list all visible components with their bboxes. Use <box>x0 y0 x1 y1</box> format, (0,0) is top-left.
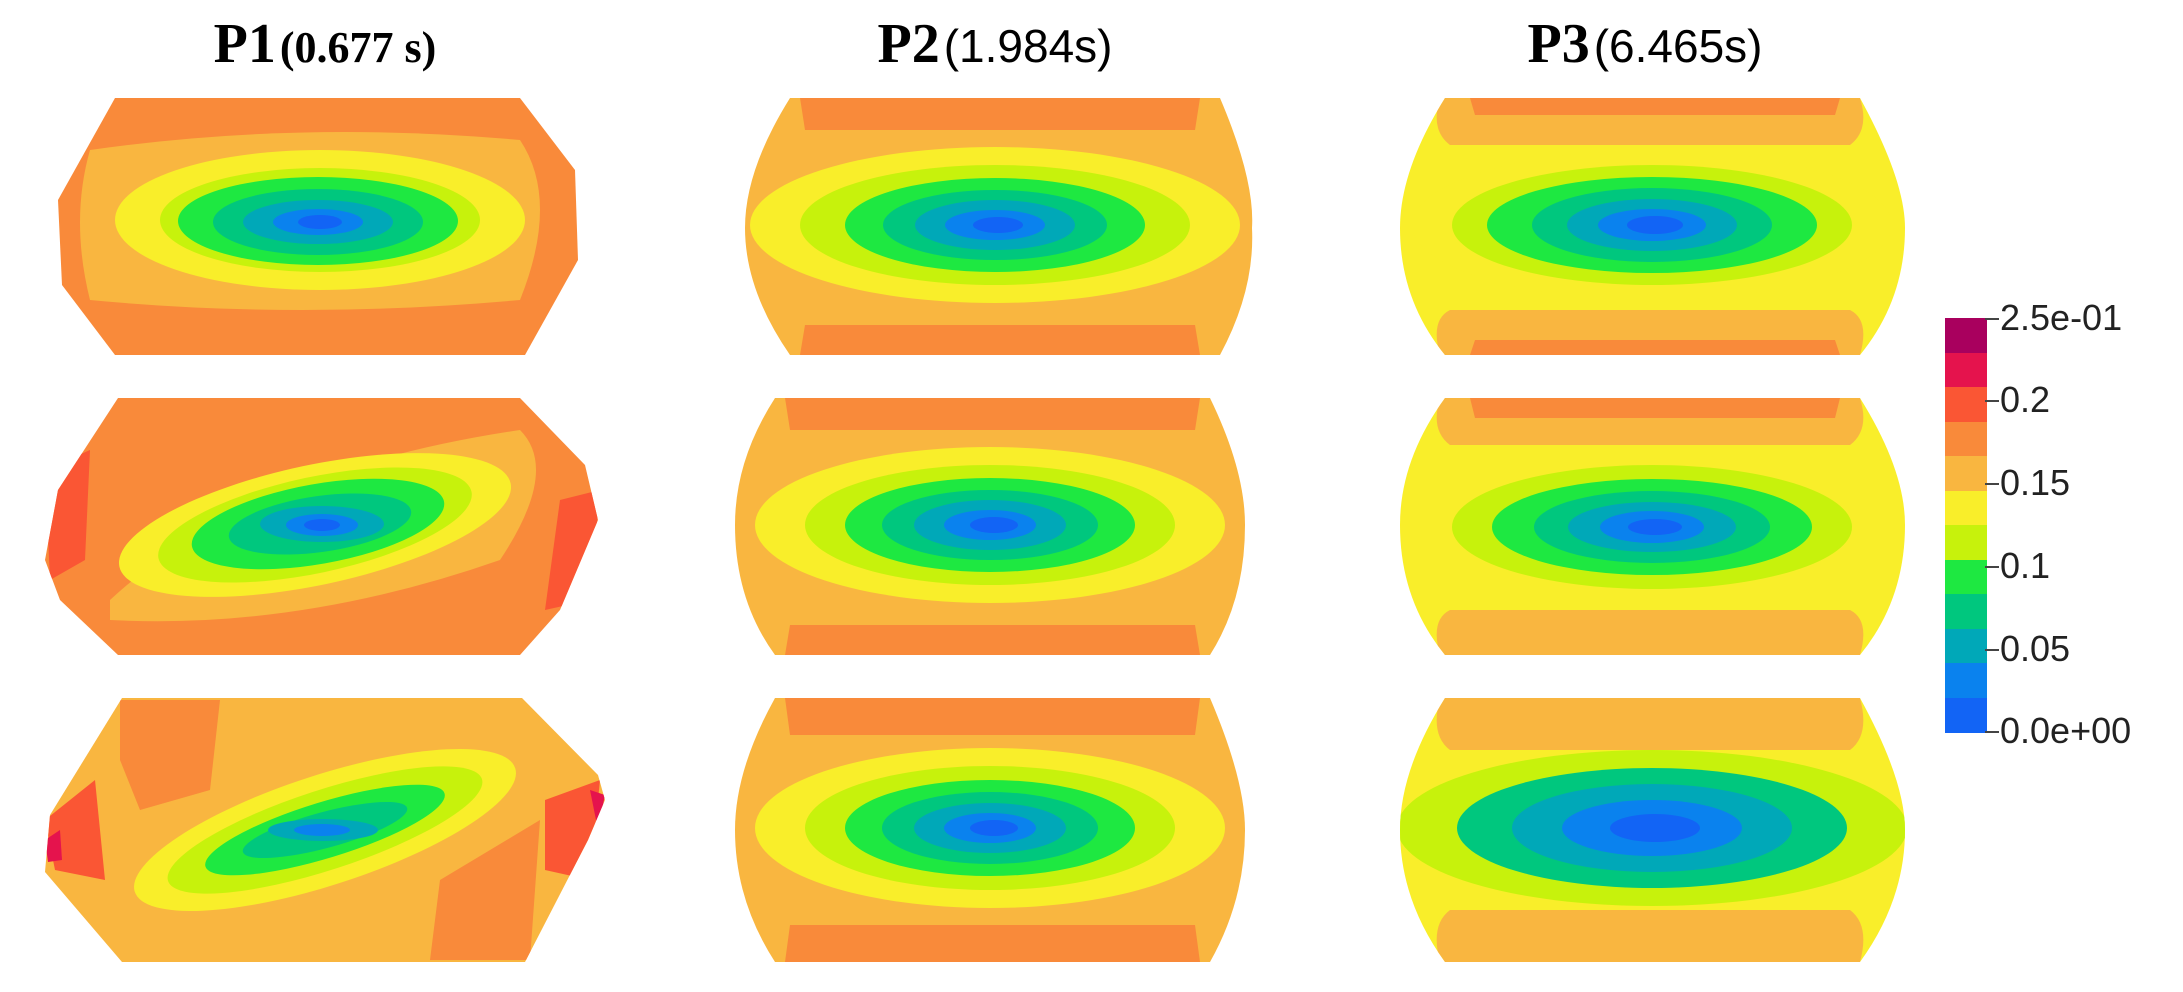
colorbar-tick <box>1985 731 1999 733</box>
title-p1: P1 (0.677 s) <box>130 8 520 80</box>
panel-p1-r2 <box>45 398 598 655</box>
title-p3: P3 (6.465s) <box>1450 8 1840 80</box>
panel-p3-r3 <box>1400 698 1905 962</box>
panel-p2-r3 <box>735 698 1245 962</box>
panel-p1-r1 <box>58 98 578 355</box>
title-p1-time: (0.677 s) <box>279 23 437 72</box>
colorbar-band <box>1945 663 1987 698</box>
colorbar-band <box>1945 559 1987 595</box>
title-p2-time: (1.984s) <box>943 20 1113 72</box>
colorbar-band <box>1945 318 1987 353</box>
colorbar-band <box>1945 490 1987 526</box>
colorbar-band <box>1945 456 1987 491</box>
colorbar-band <box>1945 594 1987 629</box>
colorbar-label: 2.5e-01 <box>2000 297 2123 338</box>
colorbar-label: 0.2 <box>2000 379 2051 420</box>
colorbar-band <box>1945 525 1987 560</box>
colorbar-tick <box>1985 566 1999 568</box>
colorbar-band <box>1945 697 1987 733</box>
colorbar-tick <box>1985 400 1999 402</box>
colorbar <box>1945 318 1987 733</box>
colorbar-band <box>1945 628 1987 664</box>
panel-p2-r1 <box>745 98 1253 355</box>
title-p3-time: (6.465s) <box>1593 20 1763 72</box>
title-p2: P2 (1.984s) <box>800 8 1190 80</box>
title-p2-label: P2 <box>877 13 940 75</box>
colorbar-label: 0.0e+00 <box>2000 710 2132 751</box>
panel-p2-r2 <box>735 398 1245 655</box>
colorbar-label: 0.15 <box>2000 462 2071 503</box>
panel-p3-r2 <box>1400 398 1905 655</box>
colorbar-label: 0.1 <box>2000 545 2051 586</box>
colorbar-tick <box>1985 483 1999 485</box>
colorbar-tick <box>1985 649 1999 651</box>
panel-p3-r1 <box>1400 98 1905 355</box>
panel-p1-r3 <box>45 698 605 962</box>
title-p1-label: P1 <box>213 13 276 75</box>
colorbar-band <box>1945 387 1987 422</box>
colorbar-label: 0.05 <box>2000 628 2071 669</box>
title-p3-label: P3 <box>1527 13 1590 75</box>
colorbar-band <box>1945 352 1987 388</box>
colorbar-tick <box>1985 318 1999 320</box>
colorbar-band <box>1945 421 1987 457</box>
